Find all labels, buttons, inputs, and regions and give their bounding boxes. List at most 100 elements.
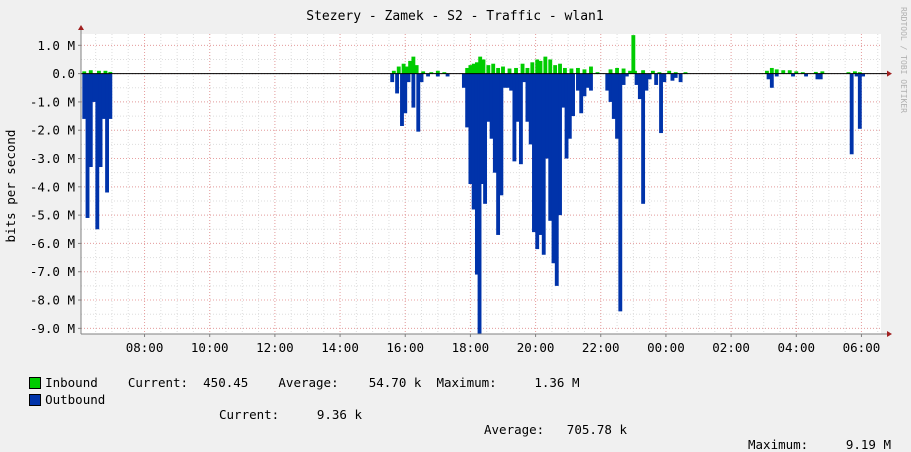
- bar-inbound: [582, 69, 587, 74]
- bar-inbound: [794, 71, 799, 74]
- bar-inbound: [108, 71, 113, 74]
- bar-outbound: [678, 73, 683, 83]
- bar-inbound: [548, 59, 553, 74]
- legend-inbound: Inbound Current: 450.45 Average: 54.70 k…: [14, 359, 580, 390]
- bar-outbound: [445, 73, 450, 77]
- bar-outbound: [561, 73, 566, 108]
- bar-inbound: [621, 68, 626, 74]
- bar-outbound: [624, 73, 629, 77]
- bar-inbound: [800, 72, 805, 74]
- bar-inbound: [650, 70, 655, 74]
- outbound-current-group: Current: 9.36 k: [219, 407, 362, 422]
- bar-outbound: [95, 73, 100, 230]
- bar-inbound: [813, 71, 818, 74]
- bar-inbound: [673, 72, 678, 74]
- y-tick-label: -9.0 M: [30, 321, 75, 336]
- x-tick-label: 02:00: [712, 340, 750, 355]
- series-outbound: [82, 73, 866, 334]
- bar-outbound: [582, 73, 587, 97]
- bar-inbound: [667, 70, 672, 74]
- bar-outbound: [791, 73, 795, 77]
- bar-outbound: [92, 73, 96, 102]
- x-tick-labels: 08:00 10:00 12:00 14:00 16:00 18:00 20:00 22:00…: [126, 334, 880, 355]
- outbound-maximum: 9.19 M: [845, 437, 892, 452]
- bar-outbound: [492, 73, 497, 173]
- bar-inbound: [478, 56, 483, 74]
- x-tick-label: 10:00: [191, 340, 229, 355]
- bar-outbound: [403, 73, 408, 114]
- bar-outbound: [515, 73, 520, 122]
- bar-outbound: [483, 73, 488, 204]
- bar-inbound: [411, 56, 416, 74]
- y-tick-label: -7.0 M: [30, 264, 75, 279]
- bar-outbound: [571, 73, 575, 117]
- bar-outbound: [400, 73, 404, 126]
- bar-inbound: [435, 70, 440, 74]
- bar-inbound: [421, 71, 426, 74]
- bar-outbound: [98, 73, 103, 168]
- bar-inbound: [562, 67, 567, 74]
- x-axis-arrow: [887, 70, 892, 77]
- bar-inbound: [657, 72, 662, 74]
- bar-inbound: [486, 65, 491, 74]
- bar-outbound: [499, 73, 504, 196]
- bar-outbound: [647, 73, 652, 80]
- bar-inbound: [781, 70, 786, 74]
- bar-outbound: [426, 73, 430, 77]
- outbound-average-group: Average: 705.78 k: [484, 422, 627, 437]
- bar-inbound: [507, 68, 512, 74]
- bar-outbound: [509, 73, 514, 91]
- x-tick-label: 04:00: [777, 340, 815, 355]
- y-tick-label: 0.0: [52, 66, 75, 81]
- bar-inbound: [683, 72, 688, 74]
- bar-outbound: [673, 73, 678, 78]
- bar-inbound: [481, 59, 486, 74]
- bar-outbound: [818, 73, 823, 80]
- bar-inbound: [414, 65, 419, 74]
- bar-inbound: [569, 68, 574, 74]
- y-tick-label: -6.0 M: [30, 236, 75, 251]
- bar-outbound: [576, 73, 580, 91]
- inbound-label: Inbound: [45, 375, 98, 390]
- bar-inbound: [471, 63, 476, 74]
- inbound-swatch: [29, 376, 42, 389]
- chart-title: Stezery - Zamek - S2 - Traffic - wlan1: [306, 9, 603, 24]
- bar-outbound: [538, 73, 543, 235]
- inbound-maximum: 1.36 M: [534, 375, 580, 390]
- bar-inbound: [465, 67, 470, 74]
- bar-outbound: [535, 73, 540, 250]
- y-tick-labels: 1.0 M 0.0 -1.0 M -2.0 M -3.0 M -4.0 M -5.0 M -6…: [30, 38, 81, 336]
- bar-outbound: [435, 73, 440, 77]
- bar-outbound: [634, 73, 639, 85]
- bar-inbound: [633, 70, 637, 74]
- bar-inbound: [491, 63, 496, 74]
- bar-outbound: [854, 73, 859, 77]
- bar-inbound: [501, 66, 505, 74]
- outbound-average: 705.78 k: [566, 422, 628, 437]
- bar-outbound: [637, 73, 642, 100]
- bar-inbound: [615, 67, 619, 74]
- outbound-average-label: Average:: [484, 422, 545, 437]
- legend-outbound: Outbound Current: 9.36 k Average: 705.78…: [14, 376, 899, 452]
- bar-outbound: [461, 73, 466, 88]
- bar-inbound: [769, 67, 774, 74]
- bar-outbound: [861, 73, 866, 77]
- bar-inbound: [468, 65, 473, 74]
- bar-outbound: [659, 73, 663, 134]
- bar-inbound: [608, 69, 613, 74]
- bar-outbound: [654, 73, 659, 85]
- bar-inbound: [774, 69, 779, 74]
- bar-inbound: [429, 72, 434, 74]
- bar-outbound: [85, 73, 90, 218]
- x-tick-label: 22:00: [582, 340, 620, 355]
- bar-outbound: [419, 73, 424, 83]
- bar-inbound: [408, 60, 413, 74]
- bar-outbound: [615, 73, 619, 139]
- bar-outbound: [502, 73, 507, 88]
- bar-outbound: [406, 73, 411, 83]
- bar-inbound: [553, 65, 558, 74]
- bar-outbound: [108, 73, 113, 119]
- bar-inbound: [628, 70, 633, 74]
- bar-outbound: [644, 73, 649, 91]
- bar-inbound: [543, 56, 548, 74]
